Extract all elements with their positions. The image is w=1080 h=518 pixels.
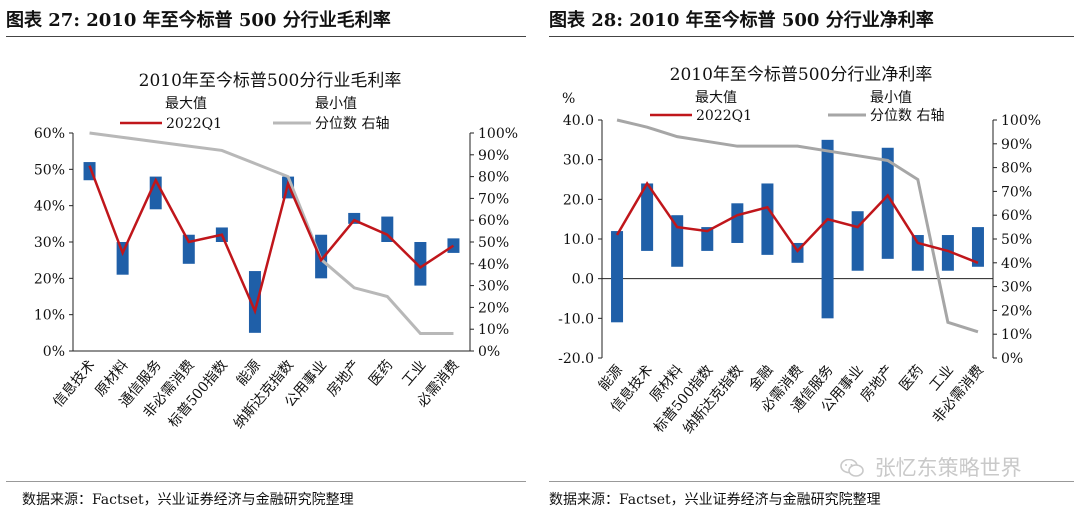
range-bar-10 — [381, 216, 394, 242]
range-bar-6 — [761, 183, 774, 255]
figure-27-title: 图表 27: 2010 年至今标普 500 分行业毛利率 — [6, 6, 391, 32]
chart-title: 2010年至今标普500分行业毛利率 — [139, 71, 402, 91]
range-bar-9 — [348, 212, 361, 224]
right-tick-label: 20% — [1001, 303, 1032, 319]
range-bar-2 — [116, 242, 129, 275]
left-tick-label: 0% — [43, 344, 65, 360]
right-tick-label: 20% — [478, 300, 509, 316]
right-tick-label: 0% — [478, 344, 500, 360]
right-tick-label: 100% — [478, 126, 518, 142]
category-label: 医药 — [366, 357, 396, 389]
right-tick-label: 70% — [1001, 184, 1032, 200]
right-tick-label: 100% — [1001, 113, 1041, 129]
range-bar-11 — [414, 242, 427, 286]
right-tick-label: 30% — [1001, 280, 1032, 296]
figure-28-name: 2010 年至今标普 500 分行业净利率 — [629, 10, 934, 31]
figure-27-name: 2010 年至今标普 500 分行业毛利率 — [86, 10, 391, 31]
right-tick-label: 30% — [478, 279, 509, 295]
watermark-text: 张忆东策略世界 — [874, 456, 1022, 480]
range-bar-12 — [941, 235, 954, 271]
left-tick-label: 0.0 — [572, 272, 594, 288]
figure-28-source: 数据来源：Factset，兴业证券经济与金融研究院整理 — [549, 492, 881, 508]
left-tick-label: 40% — [34, 199, 65, 215]
right-tick-label: 80% — [478, 170, 509, 186]
figure-27-source: 数据来源：Factset，兴业证券经济与金融研究院整理 — [22, 492, 354, 508]
right-tick-label: 50% — [478, 235, 509, 251]
legend-max: 最大值 — [695, 90, 737, 106]
figure-28-label: 图表 28: — [549, 10, 623, 31]
range-bar-4 — [701, 227, 714, 251]
legend-current: 2022Q1 — [166, 116, 222, 132]
range-bar-6 — [248, 271, 261, 333]
right-tick-label: 90% — [478, 148, 509, 164]
figure-28-source-rule — [549, 481, 1074, 482]
current-value-line — [88, 165, 455, 315]
legend-min: 最小值 — [315, 96, 357, 112]
legend-percentile: 分位数 右轴 — [870, 108, 944, 124]
range-bar-8 — [821, 139, 834, 319]
left-axis-unit: % — [562, 91, 575, 107]
right-tick-label: 10% — [478, 322, 509, 338]
percentile-line — [616, 118, 979, 334]
category-label: 房地产 — [324, 357, 363, 399]
left-tick-label: 40.0 — [563, 113, 594, 129]
left-tick-label: 10% — [34, 308, 65, 324]
left-tick-label: 60% — [34, 126, 65, 142]
right-tick-label: 70% — [478, 191, 509, 207]
right-tick-label: 60% — [1001, 208, 1032, 224]
right-tick-label: 0% — [1001, 351, 1023, 367]
right-tick-label: 40% — [1001, 256, 1032, 272]
range-bar-2 — [641, 183, 654, 251]
legend-percentile: 分位数 右轴 — [315, 116, 389, 132]
left-tick-label: 20.0 — [563, 192, 594, 208]
left-tick-label: -10.0 — [558, 311, 594, 327]
range-bar-9 — [851, 211, 864, 271]
left-tick-label: 50% — [34, 162, 65, 178]
right-tick-label: 80% — [1001, 161, 1032, 177]
range-bar-11 — [911, 235, 924, 271]
left-tick-label: 20% — [34, 271, 65, 287]
left-tick-label: 30.0 — [563, 153, 594, 169]
percentile-line — [89, 131, 454, 336]
right-tick-label: 40% — [478, 257, 509, 273]
figure-27-source-rule — [6, 481, 526, 482]
chart-title: 2010年至今标普500分行业净利率 — [670, 65, 933, 85]
figure-28-rule — [549, 36, 1074, 37]
category-label: 能源 — [234, 357, 264, 389]
current-value-line — [615, 181, 979, 264]
category-label: 房地产 — [858, 362, 897, 404]
watermark: 张忆东策略世界 — [840, 452, 1022, 482]
legend-max: 最大值 — [165, 96, 207, 112]
range-bar-1 — [611, 231, 624, 323]
right-tick-label: 10% — [1001, 327, 1032, 343]
range-bar-5 — [731, 203, 744, 243]
legend-min: 最小值 — [870, 90, 912, 106]
figure-27-label: 图表 27: — [6, 10, 80, 31]
left-tick-label: 10.0 — [563, 232, 594, 248]
figure-28-title: 图表 28: 2010 年至今标普 500 分行业净利率 — [549, 6, 934, 32]
right-tick-label: 90% — [1001, 137, 1032, 153]
right-tick-label: 60% — [478, 213, 509, 229]
wechat-icon — [840, 459, 864, 477]
range-bar-4 — [182, 234, 195, 264]
category-label: 工业 — [399, 357, 429, 389]
category-label: 医药 — [897, 362, 927, 394]
figure-27-rule — [6, 36, 526, 37]
legend-current: 2022Q1 — [696, 108, 752, 124]
left-tick-label: 30% — [34, 235, 65, 251]
range-bar-13 — [971, 227, 984, 267]
range-bar-10 — [881, 147, 894, 259]
left-tick-label: -20.0 — [558, 351, 594, 367]
category-label: 信息技术 — [50, 357, 99, 411]
right-tick-label: 50% — [1001, 232, 1032, 248]
